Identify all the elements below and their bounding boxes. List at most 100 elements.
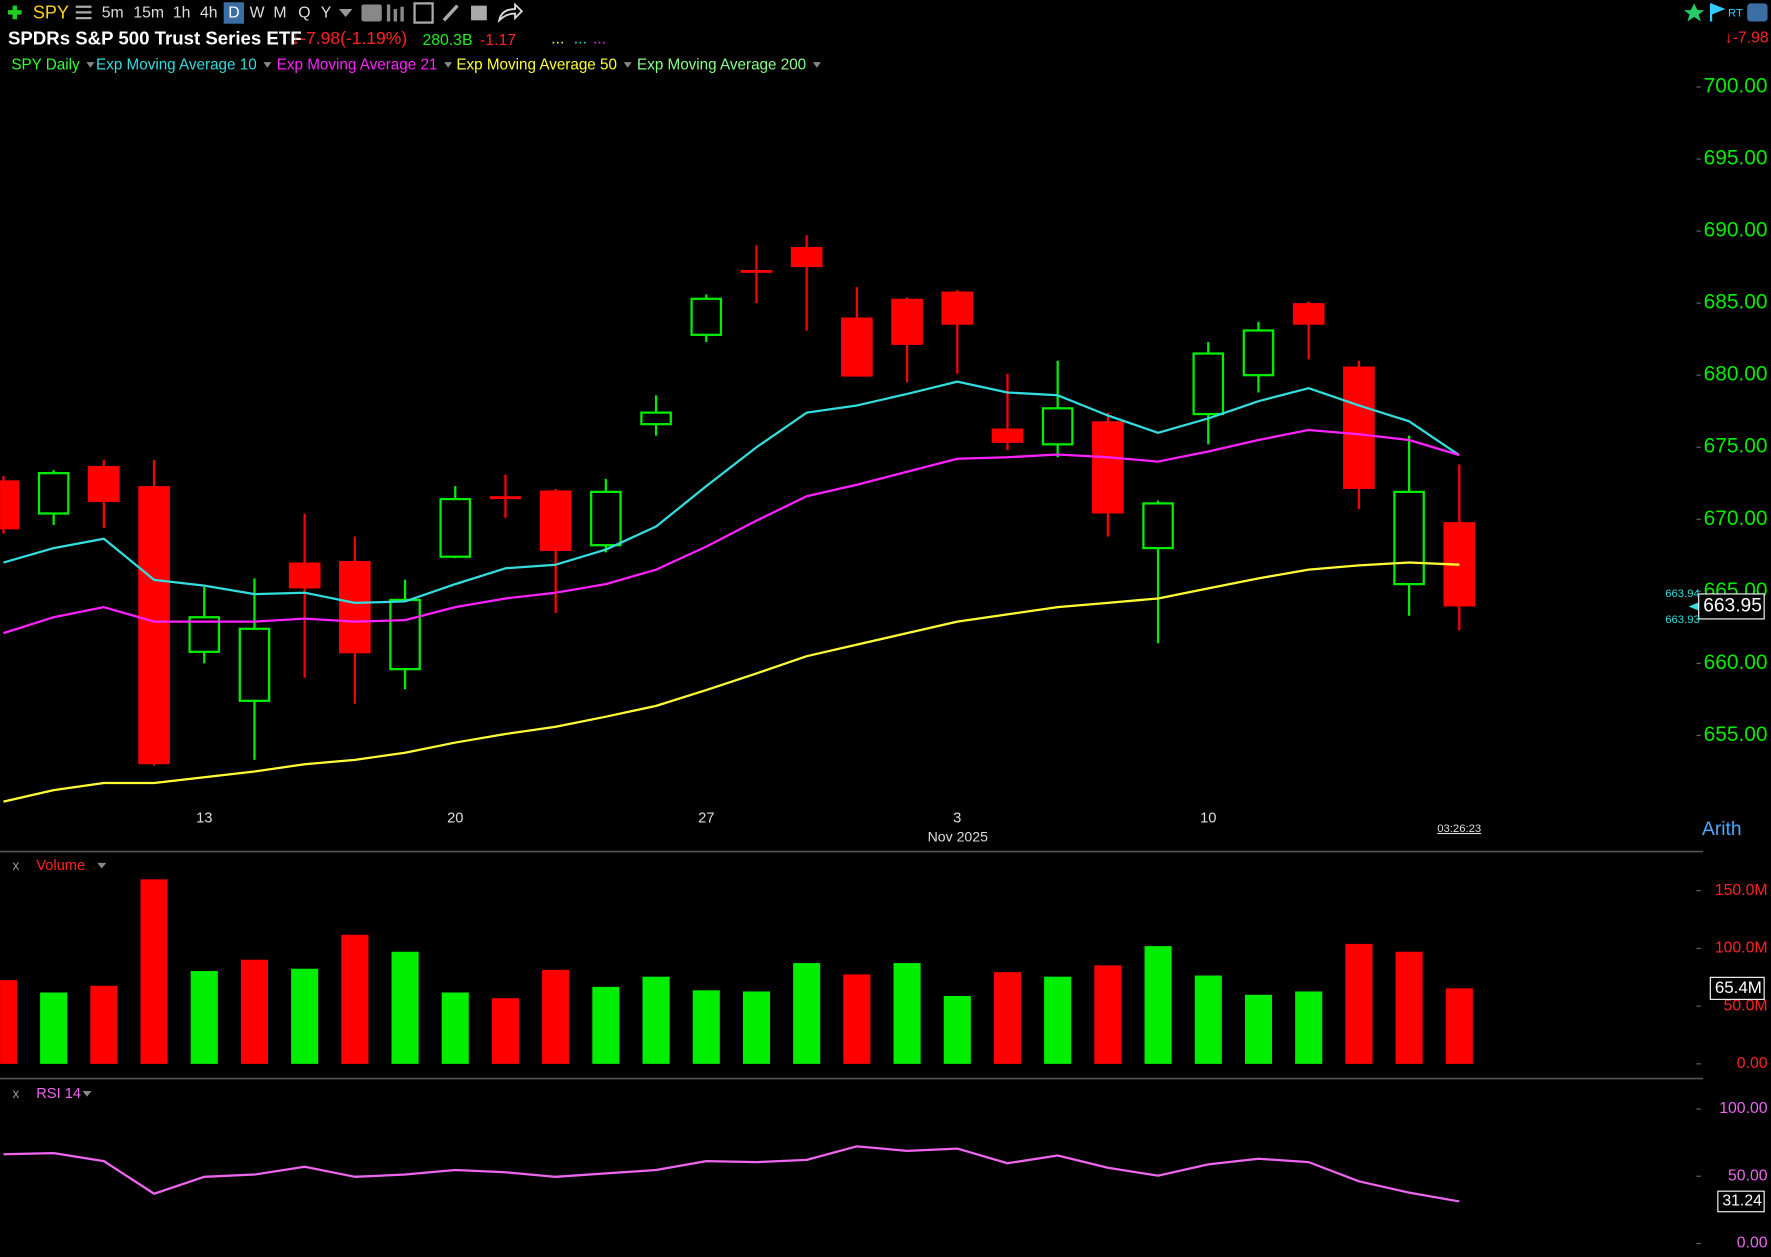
legend-menu[interactable] <box>86 62 95 68</box>
interval[interactable]: 5m <box>102 5 124 22</box>
volume-bar <box>1445 988 1473 1064</box>
last-value-marker: 31.24 <box>1717 1190 1765 1213</box>
candle-body <box>1192 352 1225 416</box>
volume-bar <box>893 963 921 1064</box>
y-tick-label: 695.00 <box>1704 147 1768 170</box>
candle-body <box>590 490 622 547</box>
volume-plot <box>0 879 1473 1064</box>
interval[interactable]: Q <box>298 5 310 22</box>
x-tick-label: 3 <box>953 811 961 827</box>
close-pane[interactable]: x <box>12 1086 19 1101</box>
legend-menu[interactable] <box>812 62 821 68</box>
share-icon[interactable] <box>497 2 524 24</box>
candle-body <box>489 496 522 500</box>
interval[interactable]: W <box>250 5 265 22</box>
legend-entry[interactable]: Exp Moving Average 200 <box>637 57 806 74</box>
extra: ... <box>593 31 606 48</box>
candle-body <box>1242 329 1275 377</box>
volume-bar <box>341 934 369 1064</box>
candle-body <box>1343 366 1375 489</box>
pane-menu[interactable] <box>97 862 107 869</box>
legend-entry[interactable]: Exp Moving Average 50 <box>456 57 617 74</box>
x-tick-label: 10 <box>1200 811 1216 827</box>
candle-body <box>1393 490 1425 586</box>
volume-bar <box>793 963 821 1064</box>
interval[interactable]: 1h <box>173 5 191 22</box>
last-value-box <box>1698 593 1765 620</box>
header: SPDRs S&P 500 Trust Series ETF ↓-7.98(-1… <box>8 27 1769 844</box>
candle-body <box>339 561 371 654</box>
line-series <box>3 380 1460 604</box>
legend-entry[interactable]: Exp Moving Average 10 <box>96 57 257 74</box>
candle-body <box>188 616 221 653</box>
candle-body <box>238 627 271 702</box>
bid-label: 663.93 <box>1665 614 1700 626</box>
volume-bar <box>1345 943 1373 1064</box>
bars-icon[interactable] <box>386 4 404 22</box>
volume-bar <box>1144 946 1172 1064</box>
volume-bar <box>592 986 620 1064</box>
interval[interactable]: 4h <box>200 5 218 22</box>
y-tick-label: 700.00 <box>1704 74 1768 97</box>
toolbar: SPY 5m 15m 1h 4h D W M Q Y RT <box>7 2 1768 24</box>
legend-menu[interactable] <box>623 62 632 68</box>
candle-body <box>1092 421 1124 514</box>
volume-bar <box>40 992 68 1064</box>
y-tick-label: 655.00 <box>1704 723 1768 746</box>
volume-bar <box>140 879 168 1064</box>
pane-title: RSI 14 <box>36 1086 81 1102</box>
interval[interactable]: M <box>273 5 286 22</box>
volume-bar <box>1044 976 1072 1064</box>
volume-bar <box>742 991 771 1064</box>
star-icon[interactable] <box>1683 3 1705 22</box>
volume-bar <box>943 995 971 1064</box>
candle-body <box>941 291 974 325</box>
last-value-box <box>1709 976 1765 1000</box>
legend-entry[interactable]: Exp Moving Average 21 <box>277 57 438 74</box>
settings-icon[interactable] <box>1747 3 1768 22</box>
interval[interactable]: D <box>228 5 239 22</box>
candle-body <box>690 297 723 336</box>
y-tick-label: 660.00 <box>1704 651 1768 674</box>
last-value-box <box>1717 1190 1765 1213</box>
scale-mode[interactable]: Arith <box>1702 819 1741 840</box>
volume-bar <box>1244 994 1273 1064</box>
last-value-label: 31.24 <box>1722 1193 1762 1210</box>
candle-body <box>1041 407 1074 446</box>
legend-menu[interactable] <box>263 62 272 68</box>
tv-icon[interactable] <box>361 4 382 22</box>
legend-entry[interactable]: SPY Daily <box>11 57 80 74</box>
dropdown-icon[interactable] <box>338 9 353 17</box>
y-tick-label: 680.00 <box>1704 363 1768 386</box>
volume-bar <box>993 972 1022 1064</box>
menu-icon[interactable] <box>75 5 92 20</box>
line-series <box>3 1145 1460 1203</box>
pane-menu[interactable] <box>82 1090 92 1097</box>
pages-icon[interactable] <box>471 5 487 21</box>
realtime: RT <box>1728 8 1743 20</box>
candle-body <box>640 411 672 426</box>
symbol[interactable]: SPY <box>33 2 69 22</box>
legend-menu[interactable] <box>444 62 453 68</box>
y-tick-label: 0.00 <box>1737 1055 1768 1072</box>
add-icon[interactable] <box>7 5 22 20</box>
volume-bar <box>190 971 218 1064</box>
x-axis-title: Nov 2025 <box>928 829 989 845</box>
close-pane[interactable]: x <box>12 858 19 873</box>
volume-bar <box>491 998 520 1064</box>
y-tick-label: 50.0M <box>1724 997 1768 1014</box>
interval[interactable]: Y <box>321 5 332 22</box>
flag-icon[interactable] <box>1709 3 1726 22</box>
volume-bar <box>90 985 118 1064</box>
volume-bar <box>692 990 720 1064</box>
x-tick-label: 13 <box>196 811 212 827</box>
last-value-label: 65.4M <box>1715 978 1762 997</box>
interval[interactable]: 15m <box>133 5 164 22</box>
x-tick-label: 27 <box>698 811 714 827</box>
y-tick-label: 675.00 <box>1704 435 1768 458</box>
calc-icon[interactable] <box>413 2 434 24</box>
candle-body <box>740 269 773 273</box>
volume-bar <box>240 959 269 1064</box>
draw-icon[interactable] <box>442 4 459 22</box>
candle-body <box>439 497 472 558</box>
